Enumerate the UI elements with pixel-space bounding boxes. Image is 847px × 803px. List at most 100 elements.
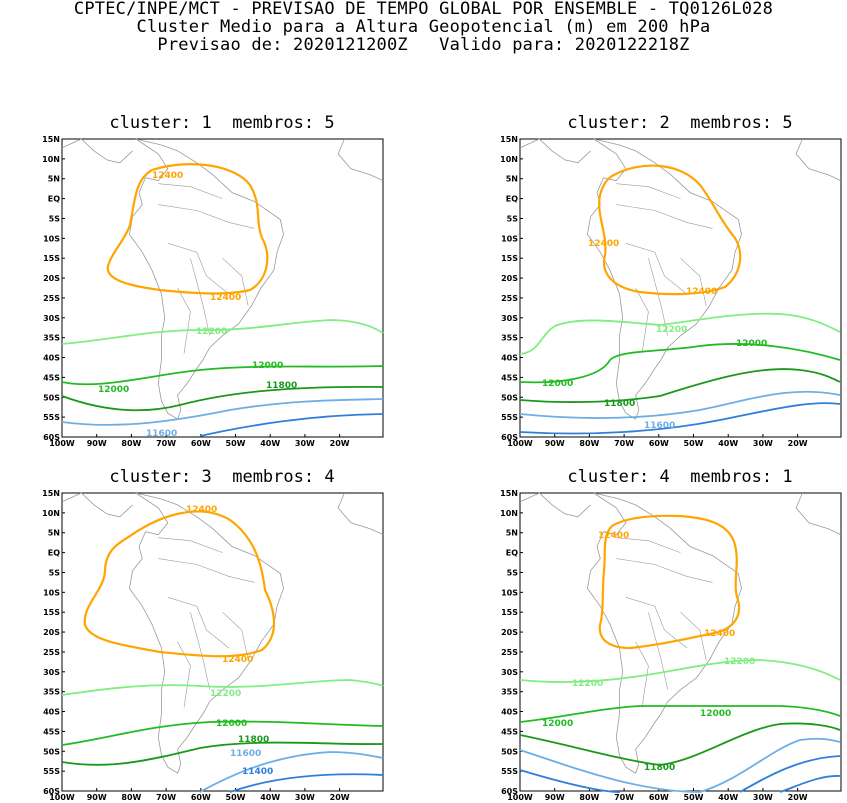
panel-4-label-12400-b: 12400 [704, 629, 735, 639]
lat-tick-label: 10N [500, 509, 518, 518]
lat-tick-label: 35S [501, 688, 518, 697]
lon-tick-label: 70W [156, 793, 176, 802]
lon-tick-label: 50W [684, 439, 704, 448]
panel-2-label-12200: 12200 [656, 325, 687, 335]
lat-tick-label: 35S [43, 688, 60, 697]
lat-tick-label: 10S [43, 234, 60, 243]
panel-2-label-12000-a: 12000 [736, 339, 767, 349]
panel-3-label-11400: 11400 [242, 767, 273, 777]
lat-tick-label: EQ [48, 549, 60, 558]
contour-12400 [598, 514, 741, 650]
country-border [190, 612, 210, 690]
coastline [61, 138, 133, 164]
panel-2-title: cluster: 2 membros: 5 [567, 113, 793, 133]
lon-tick-label: 80W [579, 439, 599, 448]
country-border [177, 641, 191, 708]
lat-tick-label: 40S [501, 708, 518, 717]
contour-11600 [519, 390, 841, 419]
lat-tick-label: 50S [501, 393, 518, 402]
coastline [795, 492, 842, 536]
panel-1-label-12400-b: 12400 [210, 293, 241, 303]
panel-3-label-12000-a: 12000 [216, 719, 247, 729]
contour-11400 [519, 402, 841, 435]
panel-1-label-12000-b: 12000 [98, 385, 129, 395]
lon-tick-label: 40W [260, 793, 280, 802]
country-border [167, 243, 230, 295]
coastline [61, 492, 133, 518]
lat-tick-label: 5N [48, 529, 60, 538]
lat-tick-label: 60S [43, 433, 60, 442]
lat-tick-label: 25S [501, 294, 518, 303]
panel-4-label-12200-a: 12200 [724, 657, 755, 667]
lon-tick-label: 30W [295, 793, 315, 802]
country-border [222, 257, 249, 306]
panel-1-title: cluster: 1 membros: 5 [109, 113, 335, 133]
lat-tick-label: 30S [501, 314, 518, 323]
lat-tick-label: 15S [501, 254, 518, 263]
country-border [158, 558, 255, 583]
contour-12400 [106, 163, 269, 295]
contour-12400 [83, 510, 276, 658]
country-border [222, 611, 249, 660]
contour-11600 [61, 398, 384, 426]
lat-tick-label: 60S [43, 787, 60, 796]
panel-2-label-11800: 11800 [604, 399, 635, 409]
country-border [635, 641, 649, 708]
lon-tick-label: 100W [49, 439, 75, 448]
lat-tick-label: 40S [43, 708, 60, 717]
lon-tick-label: 90W [545, 439, 565, 448]
lat-tick-label: 40S [43, 354, 60, 363]
lat-tick-label: 60S [501, 433, 518, 442]
lon-tick-label: 100W [507, 439, 533, 448]
header-line-1: CPTEC/INPE/MCT - PREVISAO DE TEMPO GLOBA… [73, 0, 774, 19]
lat-tick-label: 25S [501, 648, 518, 657]
panel-4-label-12000-a: 12000 [700, 709, 731, 719]
panel-1-label-12200: 12200 [196, 327, 227, 337]
panel-3-title: cluster: 3 membros: 4 [109, 467, 335, 487]
coastline [337, 138, 384, 182]
country-border [625, 597, 688, 649]
header-line-3: Previsao de: 2020121200Z Valido para: 20… [157, 35, 690, 55]
map-frame [519, 138, 842, 438]
country-border [190, 258, 210, 336]
panel-2-label-12000-b: 12000 [542, 379, 573, 389]
lat-tick-label: 5N [506, 175, 518, 184]
contour-12000 [61, 365, 384, 386]
lon-tick-label: 100W [507, 793, 533, 802]
lat-tick-label: 20S [501, 628, 518, 637]
lat-tick-label: 35S [501, 334, 518, 343]
panel-3-label-12400-a: 12400 [186, 505, 217, 515]
lat-tick-label: 40S [501, 354, 518, 363]
contour-12200 [519, 659, 841, 683]
lat-tick-label: 10S [501, 588, 518, 597]
lat-tick-label: 50S [43, 747, 60, 756]
lat-tick-label: 5N [48, 175, 60, 184]
country-border [616, 204, 713, 229]
lat-tick-label: 5S [507, 568, 519, 577]
lon-tick-label: 20W [330, 793, 350, 802]
coastline [795, 138, 842, 182]
map-frame [61, 138, 384, 438]
lat-tick-label: 45S [43, 727, 60, 736]
contour-11800 [519, 722, 841, 766]
country-border [616, 183, 681, 199]
lat-tick-label: 25S [43, 294, 60, 303]
lat-tick-label: 10S [501, 234, 518, 243]
country-border [625, 243, 688, 295]
panel-3-label-12400-b: 12400 [222, 655, 253, 665]
country-border [158, 204, 255, 229]
lat-tick-label: 30S [501, 668, 518, 677]
lat-tick-label: 10N [500, 155, 518, 164]
contour-12000 [519, 705, 841, 723]
panel-3-label-11600: 11600 [230, 749, 261, 759]
contour-11800 [61, 385, 384, 412]
lat-tick-label: 5N [506, 529, 518, 538]
lon-tick-label: 60W [649, 793, 669, 802]
lat-tick-label: 15S [43, 608, 60, 617]
lat-tick-label: 25S [43, 648, 60, 657]
lon-tick-label: 90W [87, 793, 107, 802]
lat-tick-label: EQ [506, 549, 518, 558]
